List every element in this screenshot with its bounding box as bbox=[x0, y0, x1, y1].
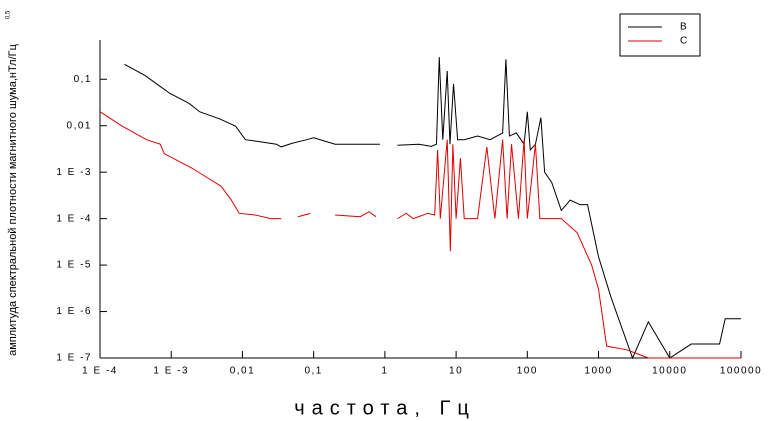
x-tick-label: 10 bbox=[449, 366, 463, 377]
legend-label: B bbox=[680, 22, 687, 33]
x-tick-label: 100 bbox=[517, 366, 538, 377]
y-tick-label: 1 E -4 bbox=[56, 213, 92, 224]
y-tick-label: 1 E -6 bbox=[56, 306, 92, 317]
series-line bbox=[99, 111, 741, 359]
x-axis-label: частота, Гц bbox=[294, 397, 476, 419]
x-tick-label: 0,01 bbox=[230, 366, 255, 377]
y-axis-label-superscript: 0,5 bbox=[6, 10, 12, 19]
y-tick-label: 1 E -5 bbox=[56, 260, 92, 271]
x-tick-label: 0,1 bbox=[304, 366, 322, 377]
y-tick-label: 0,1 bbox=[74, 74, 92, 85]
y-axis-label: амплитуда спектральной плотности магнитн… bbox=[7, 43, 19, 356]
legend-label: C bbox=[680, 36, 687, 47]
y-tick-label: 0,01 bbox=[67, 120, 92, 131]
x-tick-label: 1 E -4 bbox=[82, 366, 118, 377]
x-tick-label: 100000 bbox=[720, 366, 762, 377]
y-tick-label: 1 E -3 bbox=[56, 167, 92, 178]
x-tick-label: 1000 bbox=[584, 366, 612, 377]
y-tick-label: 1 E -7 bbox=[56, 353, 92, 364]
series-line bbox=[124, 57, 741, 360]
legend-box bbox=[619, 13, 701, 57]
x-tick-label: 1 bbox=[381, 366, 388, 377]
x-tick-label: 1 E -3 bbox=[153, 366, 189, 377]
x-tick-label: 10000 bbox=[652, 366, 687, 377]
